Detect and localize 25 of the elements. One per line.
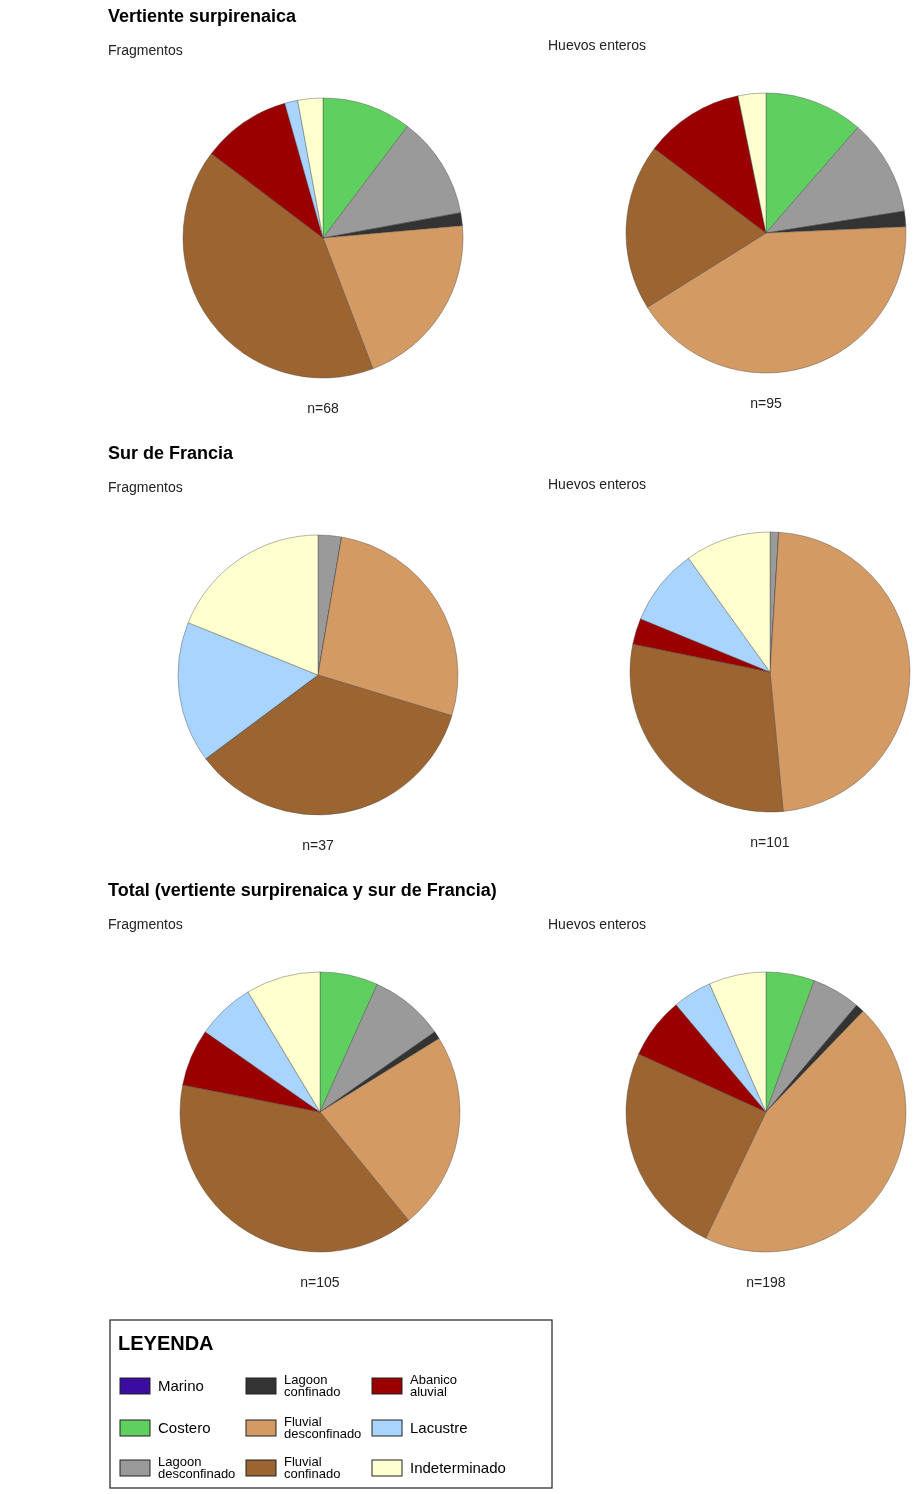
text: n=37 — [302, 837, 334, 853]
chart-title: Vertiente surpirenaica — [108, 6, 298, 26]
legend-label: Abanico aluvial — [410, 1372, 457, 1399]
chart-subtitle: Fragmentos — [108, 479, 183, 495]
chart-subtitle: Huevos enteros — [548, 916, 647, 932]
legend-label: Fluvial confinado — [284, 1454, 341, 1481]
chart-subtitle: Fragmentos — [108, 42, 183, 58]
text: n=68 — [307, 400, 339, 416]
text: n=101 — [750, 834, 790, 850]
legend-label: Lagoon desconfinado — [158, 1454, 236, 1481]
chart-subtitle: Fragmentos — [108, 916, 183, 932]
legend-label: Lacustre — [410, 1419, 468, 1436]
legend-label: Marino — [158, 1377, 204, 1394]
legend-title: LEYENDA — [118, 1332, 214, 1354]
legend-label: Fluvial desconfinado — [284, 1414, 362, 1441]
text: n=95 — [750, 395, 782, 411]
legend-label: Indeterminado — [410, 1459, 506, 1476]
legend-label: Lagoon confinado — [284, 1372, 341, 1399]
text: n=198 — [746, 1274, 786, 1290]
chart-title: Sur de Francia — [108, 443, 235, 463]
legend-label: Costero — [158, 1419, 211, 1436]
chart-subtitle: Huevos enteros — [548, 37, 647, 53]
chart-title: Total (vertiente surpirenaica y sur de Francia) — [108, 880, 497, 900]
chart-subtitle: Huevos enteros — [548, 476, 647, 492]
text: n=105 — [300, 1274, 340, 1290]
